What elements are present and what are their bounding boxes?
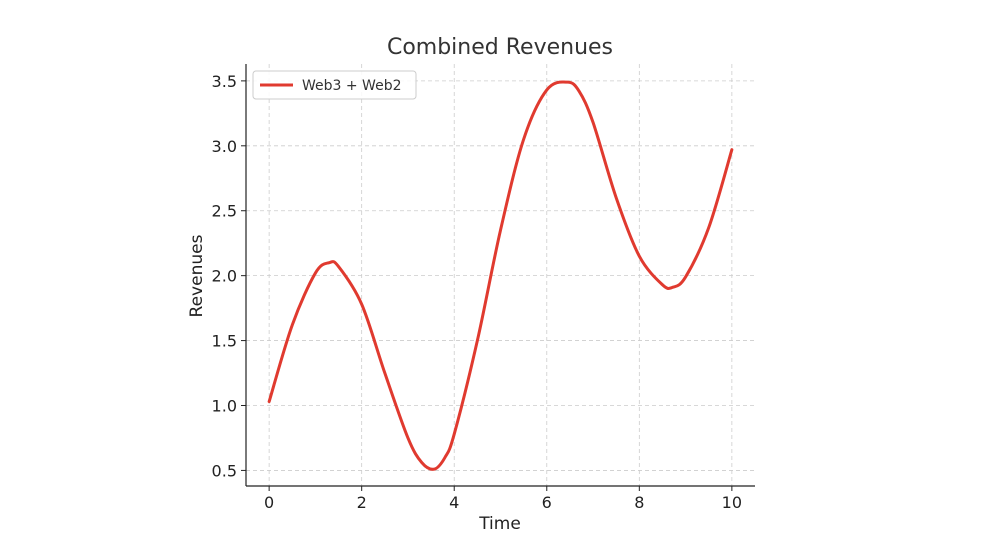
series-line [267, 80, 734, 471]
x-tick-label: 8 [634, 493, 644, 512]
x-tick-label: 0 [264, 493, 274, 512]
axes: 0 2 4 6 8 10 0.5 1.0 1.5 2.0 2.5 3.0 3.5 [212, 64, 755, 512]
y-tick-label: 3.5 [212, 72, 237, 91]
x-tick-label: 6 [542, 493, 552, 512]
legend: Web3 + Web2 [252, 70, 417, 100]
y-tick-label: 3.0 [212, 137, 237, 156]
y-tick-label: 2.5 [212, 202, 237, 221]
y-tick-label: 1.5 [212, 332, 237, 351]
x-tick-label: 2 [357, 493, 367, 512]
x-axis-label: Time [478, 514, 521, 534]
chart-title: Combined Revenues [387, 35, 613, 60]
plot-area [267, 80, 734, 471]
y-tick-label: 0.5 [212, 461, 237, 480]
y-tick-label: 1.0 [212, 396, 237, 415]
x-tick-label: 4 [449, 493, 459, 512]
legend-label: Web3 + Web2 [302, 78, 402, 94]
grid [246, 64, 755, 486]
x-tick-label: 10 [722, 493, 742, 512]
legend-box [252, 70, 417, 100]
y-axis-label: Revenues [187, 234, 207, 317]
y-tick-label: 2.0 [212, 267, 237, 286]
